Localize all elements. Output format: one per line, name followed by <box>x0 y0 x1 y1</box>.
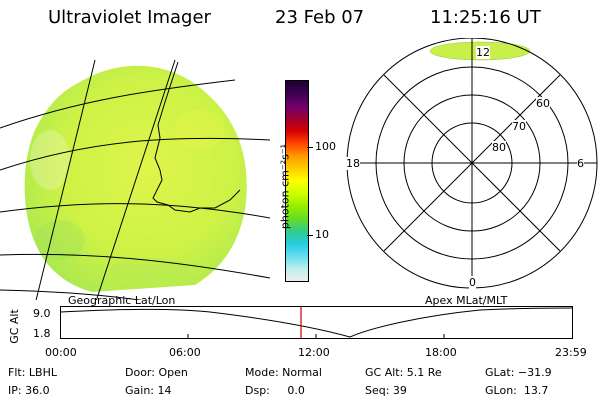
mlt-label-0: 0 <box>469 276 476 289</box>
altitude-plot <box>60 306 573 339</box>
gcalt-info: GC Alt: 5.1 Re <box>365 366 442 379</box>
colorbar <box>285 80 309 282</box>
altitude-xtick-3: 18:00 <box>425 346 457 359</box>
polar-plot <box>346 38 598 289</box>
geographic-grid <box>0 59 270 300</box>
glon-info: GLon: 13.7 <box>485 384 549 397</box>
colorbar-tick-10: 10 <box>315 228 329 241</box>
lat-label-80: 80 <box>492 141 506 154</box>
right-panel-label: Apex MLat/MLT <box>425 294 508 307</box>
glat-info: GLat: −31.9 <box>485 366 552 379</box>
mlt-label-6: 6 <box>577 157 584 170</box>
altitude-ytick-low: 1.8 <box>33 327 51 340</box>
time-label: 11:25:16 UT <box>430 7 541 28</box>
altitude-ytick-high: 9.0 <box>33 307 51 320</box>
coastline <box>152 61 241 213</box>
date-label: 23 Feb 07 <box>275 7 365 28</box>
altitude-curve <box>60 307 573 338</box>
ip-info: IP: 36.0 <box>8 384 50 397</box>
altitude-ylabel: GC Alt <box>7 309 21 344</box>
altitude-xtick-1: 06:00 <box>169 346 201 359</box>
altitude-xtick-0: 00:00 <box>45 346 77 359</box>
lat-label-70: 70 <box>512 120 526 133</box>
mlt-label-18: 18 <box>346 157 360 170</box>
altitude-xtick-4: 23:59 <box>555 346 587 359</box>
app-title: Ultraviolet Imager <box>48 7 211 28</box>
seq-info: Seq: 39 <box>365 384 407 397</box>
gain-info: Gain: 14 <box>125 384 172 397</box>
altitude-xtick-2: 12:00 <box>298 346 330 359</box>
left-panel-label: Geographic Lat/Lon <box>68 294 176 307</box>
mlt-label-12: 12 <box>476 46 490 59</box>
dsp-info: Dsp: 0.0 <box>245 384 305 397</box>
mode-info: Mode: Normal <box>245 366 322 379</box>
colorbar-unit-label: photon cm⁻²s⁻¹ <box>278 143 292 230</box>
flt-info: Flt: LBHL <box>8 366 57 379</box>
lat-label-60: 60 <box>536 97 550 110</box>
door-info: Door: Open <box>125 366 188 379</box>
geographic-image-panel <box>0 59 270 300</box>
colorbar-tick-100: 100 <box>315 140 336 153</box>
